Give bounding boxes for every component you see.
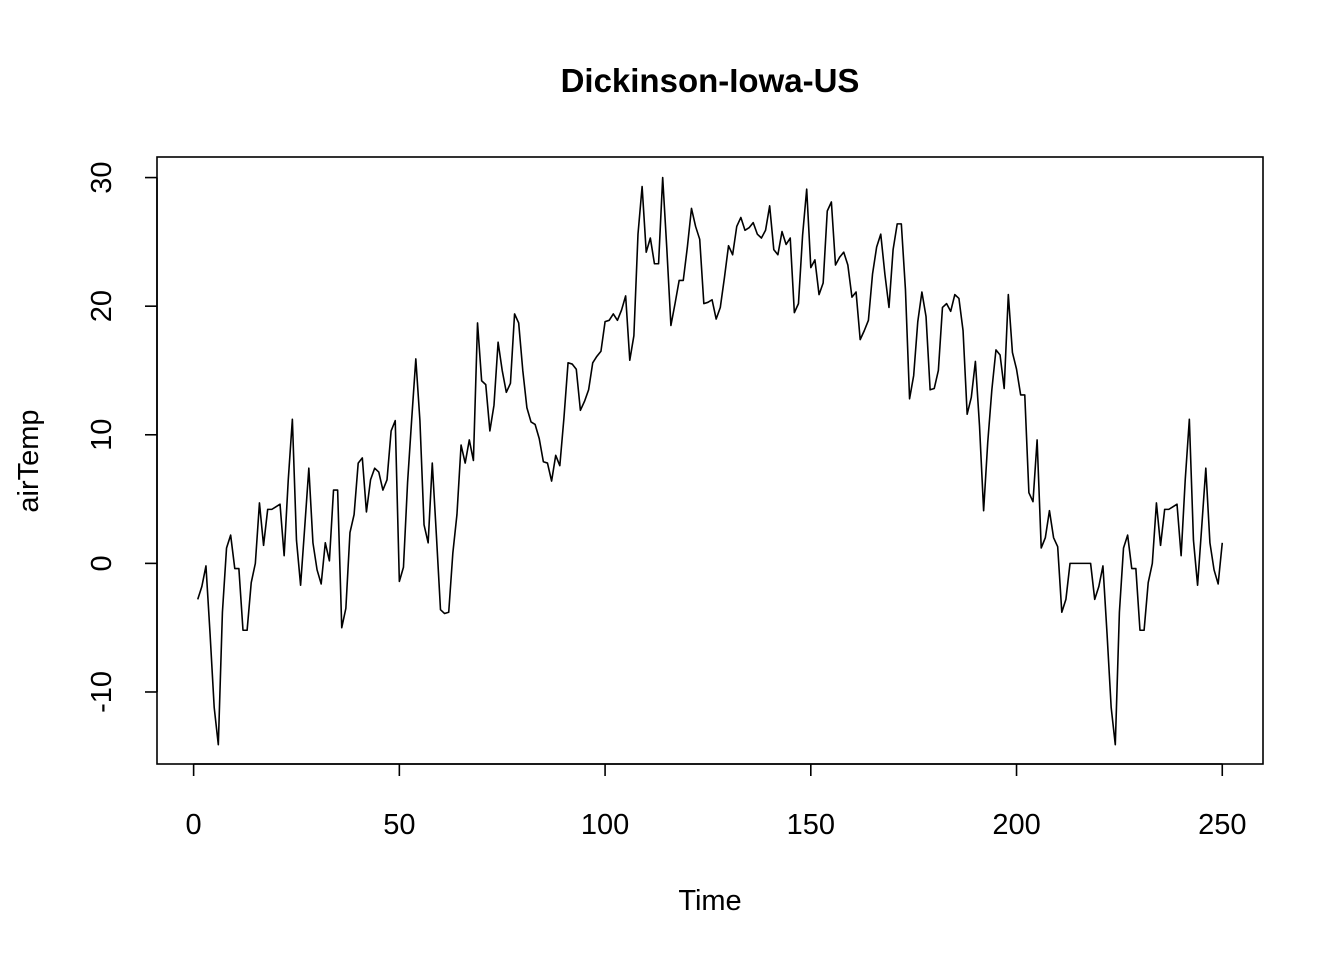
y-axis: -10 0 10 20 30: [86, 161, 158, 713]
x-tick-label: 50: [383, 809, 415, 841]
y-axis-label: airTemp: [13, 409, 45, 512]
y-tick-label: -10: [86, 671, 118, 713]
x-tick-label: 150: [787, 809, 835, 841]
x-tick-label: 0: [186, 809, 202, 841]
chart-title: Dickinson-Iowa-US: [561, 62, 860, 99]
y-tick-label: 20: [86, 290, 118, 322]
y-tick-label: 10: [86, 419, 118, 451]
y-tick-label: 0: [86, 555, 118, 571]
x-tick-label: 200: [992, 809, 1040, 841]
y-tick-label: 30: [86, 161, 118, 193]
plot-frame: [156, 156, 1264, 765]
x-axis: 0 50 100 150 200 250: [186, 763, 1246, 841]
air-temp-series-line: [196, 176, 1224, 746]
x-axis-label: Time: [678, 885, 741, 917]
x-tick-label: 250: [1198, 809, 1246, 841]
x-tick-label: 100: [581, 809, 629, 841]
